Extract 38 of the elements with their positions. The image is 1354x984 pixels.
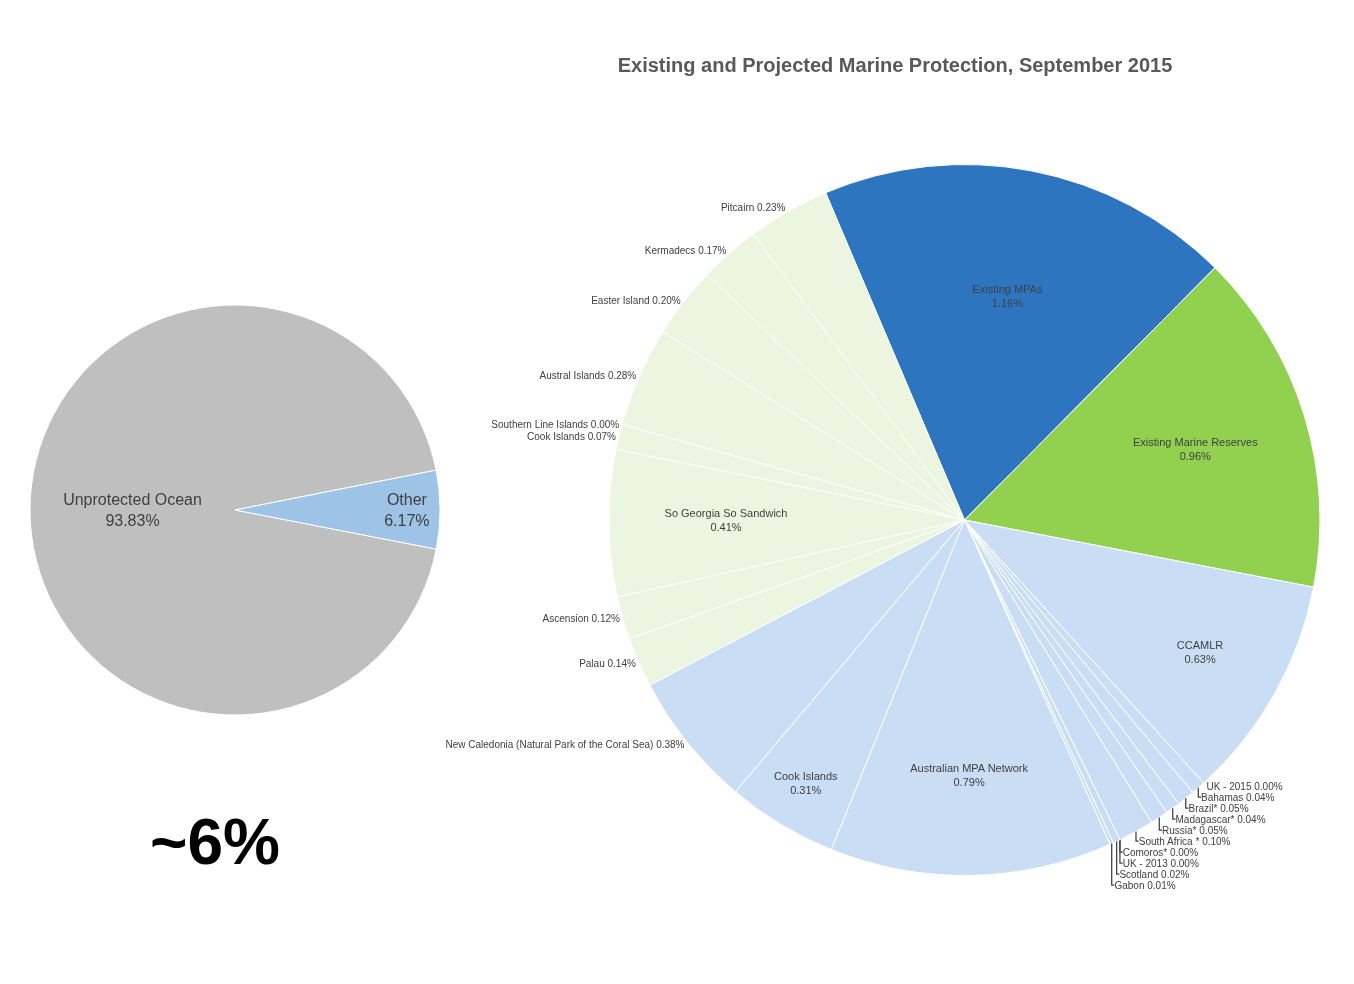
data-label: 0.31% [790, 784, 822, 797]
text: ~6% [150, 806, 280, 878]
category-label: UK - 2013 0.00% [1122, 857, 1199, 869]
data-label: 0.79% [953, 776, 985, 789]
chart-title: Existing and Projected Marine Protection, September 2015 [617, 54, 1173, 76]
slice-label: Madagascar* 0.04% [1175, 813, 1266, 825]
slice-label: Kermadecs 0.17% [644, 244, 727, 256]
slice-label: New Caledonia (Natural Park of the Coral Sea) 0.38% [445, 739, 685, 751]
slice-label: Brazil* 0.05% [1188, 802, 1249, 814]
slice-label: South Africa * 0.10% [1138, 835, 1231, 847]
slice-label: Pitcairn 0.23% [720, 201, 786, 213]
category-label: UK - 2015 0.00% [1206, 780, 1283, 792]
data-label: 0.63% [1184, 653, 1216, 666]
slice-label: Scotland 0.02% [1119, 868, 1190, 880]
category-label: Cook Islands 0.07% [527, 431, 617, 443]
slice-label: Palau 0.14% [579, 657, 636, 669]
slice-label: Australian MPA Network [910, 762, 1029, 775]
slice-label: Cook Islands [774, 769, 839, 782]
slice-label: Russia* 0.05% [1162, 824, 1228, 836]
slice-label: Existing MPAs [972, 282, 1043, 295]
data-label: 93.83% [105, 512, 160, 530]
data-label: 0.41% [710, 521, 742, 534]
slice-label: Other [386, 490, 428, 508]
slice-label: Gabon 0.01% [1114, 879, 1176, 891]
data-label: 6.17% [384, 511, 430, 529]
category-label: Southern Line Islands 0.00% [491, 418, 620, 430]
slice-label: Existing Marine Reserves [1132, 435, 1259, 448]
slice-label: Bahamas 0.04% [1201, 791, 1275, 803]
slice-label: CCAMLR [1176, 639, 1224, 652]
slice-label: Ascension 0.12% [542, 612, 620, 624]
slice-label: Austral Islands 0.28% [539, 370, 637, 382]
data-label: 0.96% [1179, 449, 1212, 462]
data-label: 1.16% [991, 297, 1024, 310]
slice-label: So Georgia So Sandwich [664, 506, 788, 519]
slice-label: Easter Island 0.20% [591, 294, 681, 306]
pie-slice [29, 304, 437, 716]
slice-label: Unprotected Ocean [63, 491, 202, 509]
legend-label: Comoros* 0.00% [1122, 846, 1199, 858]
